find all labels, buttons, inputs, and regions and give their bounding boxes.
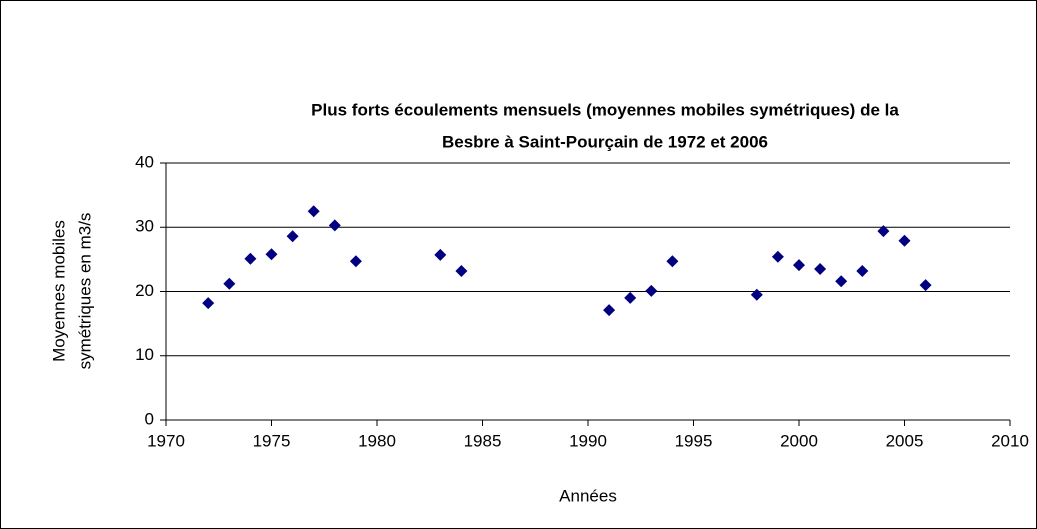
point	[856, 264, 869, 277]
point	[793, 259, 805, 272]
y-axis-label: Moyennes mobiles	[49, 220, 68, 362]
y-tick-label: 40	[135, 152, 154, 171]
point	[645, 284, 658, 297]
x-tick-label: 2000	[780, 431, 818, 450]
x-tick-label: 2010	[991, 431, 1029, 450]
chart-title: Besbre à Saint-Pourçain de 1972 et 2006	[442, 132, 768, 151]
point	[603, 304, 616, 317]
x-tick-label: 2005	[886, 431, 924, 450]
x-tick-label: 1970	[147, 431, 185, 450]
x-tick-label: 1995	[675, 431, 713, 450]
y-axis-label: symétriques en m3/s	[75, 213, 94, 370]
y-tick-label: 20	[135, 281, 154, 300]
point	[771, 250, 784, 263]
y-tick-label: 10	[135, 345, 154, 364]
point	[202, 297, 215, 310]
y-tick-label: 0	[145, 409, 154, 428]
point	[814, 263, 827, 276]
point	[265, 248, 278, 261]
point	[750, 288, 763, 301]
point	[244, 252, 257, 265]
chart-title: Plus forts écoulements mensuels (moyenne…	[311, 100, 899, 119]
point	[666, 255, 679, 268]
x-tick-label: 1980	[358, 431, 396, 450]
point	[624, 291, 637, 304]
point	[455, 264, 468, 277]
point	[434, 248, 447, 261]
point	[898, 234, 911, 247]
point	[835, 275, 848, 288]
x-tick-label: 1990	[569, 431, 607, 450]
point	[307, 205, 320, 218]
x-tick-label: 1975	[253, 431, 291, 450]
x-axis-label: Années	[559, 486, 617, 505]
point	[223, 277, 236, 290]
point	[328, 219, 341, 232]
point	[919, 279, 932, 292]
point	[286, 230, 299, 243]
x-tick-label: 1985	[464, 431, 502, 450]
y-tick-label: 30	[135, 217, 154, 236]
point	[877, 225, 890, 238]
point	[349, 255, 362, 268]
